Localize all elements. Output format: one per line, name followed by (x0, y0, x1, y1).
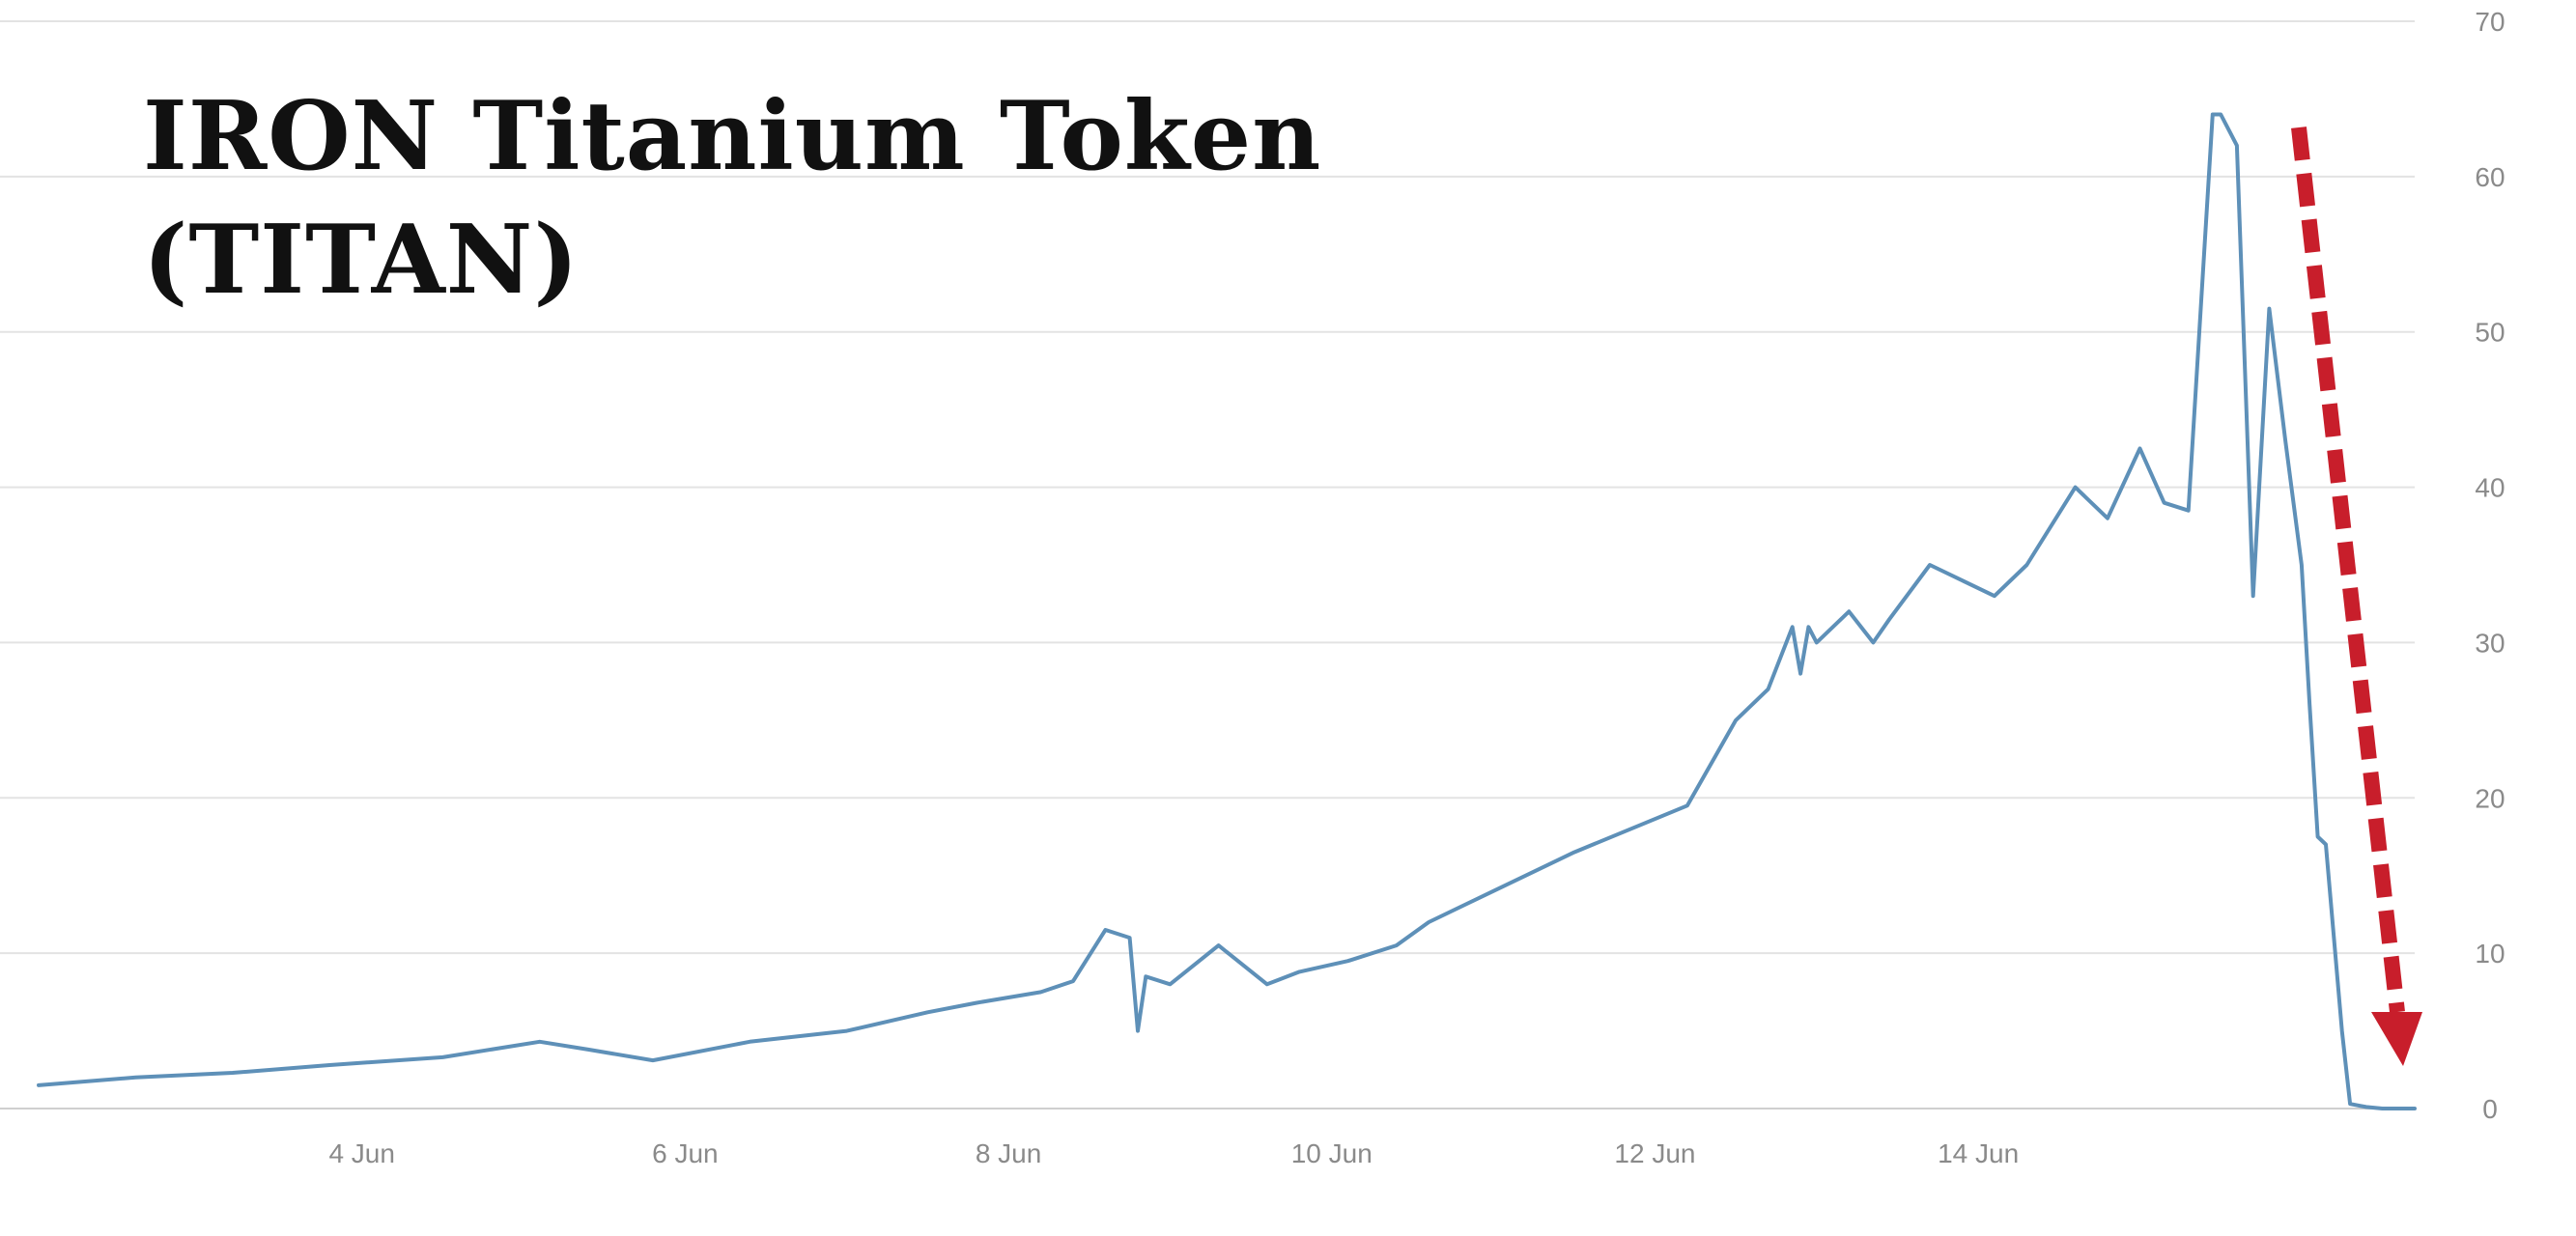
y-tick-label: 40 (2475, 473, 2505, 503)
y-tick-label: 30 (2475, 628, 2505, 658)
chart-title: IRON Titanium Token (TITAN) (143, 75, 1321, 323)
grid-layer (0, 20, 2415, 1110)
x-tick-label: 14 Jun (1938, 1138, 2019, 1168)
series-layer (37, 112, 2417, 1110)
series-line-0 (37, 112, 2417, 1110)
arrow-head (2371, 1012, 2422, 1066)
x-tick-label: 6 Jun (652, 1138, 719, 1168)
x-tick-label: 8 Jun (976, 1138, 1042, 1168)
y-tick-label: 0 (2482, 1094, 2498, 1124)
trend-arrow (2291, 126, 2422, 1066)
arrow-shaft (2291, 126, 2405, 1013)
x-tick-label: 4 Jun (328, 1138, 395, 1168)
y-tick-label: 20 (2475, 783, 2505, 813)
y-axis-ticks: 0 10 20 30 40 50 60 70 (2475, 7, 2505, 1124)
x-axis-ticks: 4 Jun 6 Jun 8 Jun 10 Jun 12 Jun 14 Jun (328, 1138, 2019, 1168)
y-tick-label: 10 (2475, 939, 2505, 969)
chart-title-line-2: (TITAN) (143, 205, 580, 316)
x-tick-label: 10 Jun (1291, 1138, 1373, 1168)
y-tick-label: 60 (2475, 162, 2505, 192)
x-tick-label: 12 Jun (1614, 1138, 1695, 1168)
y-tick-label: 50 (2475, 318, 2505, 348)
y-tick-label: 70 (2475, 7, 2505, 37)
chart-title-line-1: IRON Titanium Token (143, 81, 1322, 192)
